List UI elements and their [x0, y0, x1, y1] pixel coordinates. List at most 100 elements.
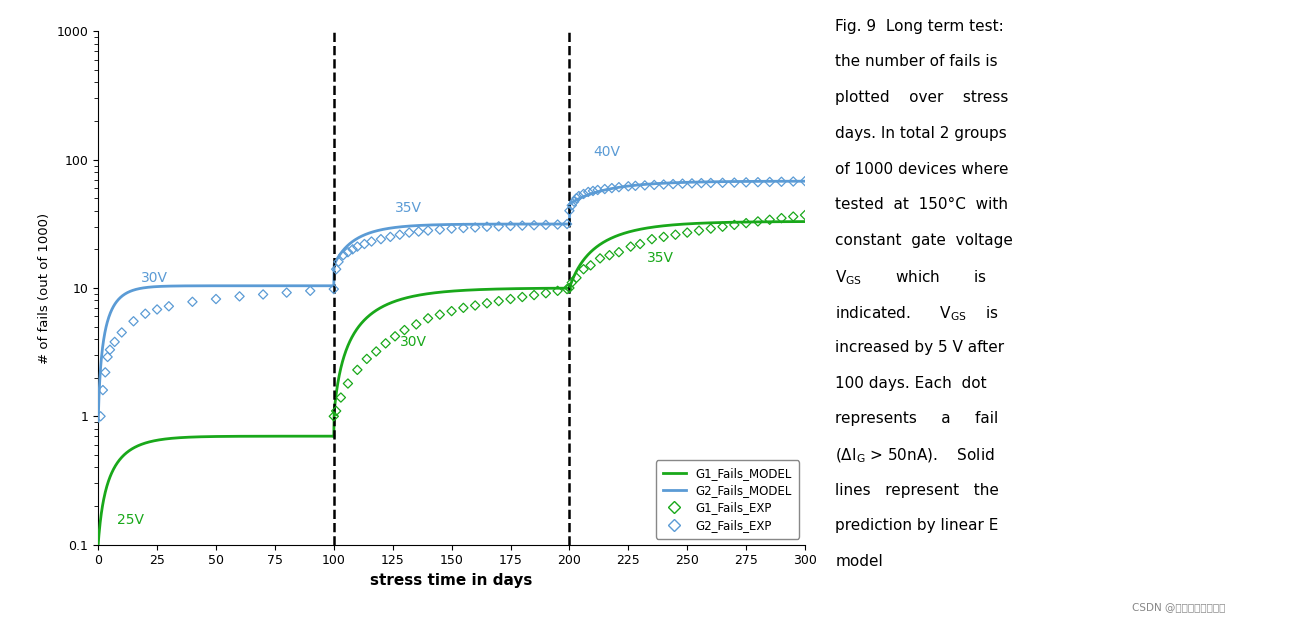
Point	[535, 220, 556, 230]
Text: increased by 5 V after: increased by 5 V after	[835, 340, 1004, 355]
Point	[641, 234, 662, 244]
Point	[568, 191, 589, 201]
Point	[441, 223, 462, 233]
Point	[700, 178, 721, 188]
Text: 100 days. Each  dot: 100 days. Each dot	[835, 376, 987, 391]
Point	[653, 180, 674, 190]
Point	[347, 242, 368, 252]
Point	[672, 178, 692, 188]
Point	[380, 232, 401, 242]
Point	[795, 210, 816, 220]
Point	[580, 260, 601, 270]
Point	[547, 286, 568, 296]
Point	[342, 244, 363, 254]
Point	[556, 284, 577, 294]
Point	[476, 222, 497, 232]
Point	[759, 177, 780, 187]
Point	[123, 316, 144, 326]
Point	[600, 250, 620, 260]
Point	[524, 290, 545, 300]
Point	[429, 225, 450, 235]
Point	[323, 411, 344, 421]
Point	[783, 177, 804, 187]
Point	[588, 185, 609, 195]
Point	[111, 327, 132, 337]
Text: 35V: 35V	[647, 252, 674, 265]
Point	[365, 346, 386, 356]
Point	[609, 182, 630, 192]
Point	[565, 193, 586, 203]
Point	[330, 393, 351, 403]
Point	[562, 278, 583, 288]
Point	[385, 331, 406, 341]
Point	[361, 237, 382, 247]
Point	[158, 301, 179, 311]
Point	[90, 411, 111, 421]
Point	[559, 283, 580, 293]
Point	[94, 367, 115, 377]
Point	[747, 177, 768, 187]
Point	[105, 337, 126, 347]
Point	[712, 222, 733, 232]
Point	[564, 197, 585, 207]
Point	[429, 310, 450, 320]
Point	[323, 284, 344, 294]
Point	[609, 247, 630, 257]
Point	[399, 228, 420, 238]
Point	[300, 286, 321, 296]
Point	[653, 232, 674, 242]
Point	[635, 180, 656, 190]
Text: Fig. 9  Long term test:: Fig. 9 Long term test:	[835, 19, 1004, 34]
Point	[408, 227, 429, 237]
Text: 35V: 35V	[395, 201, 421, 215]
Point	[573, 189, 594, 199]
Point	[465, 222, 486, 232]
Text: V$_{\rm GS}$       which       is: V$_{\rm GS}$ which is	[835, 269, 987, 287]
Point	[524, 220, 545, 230]
Point	[97, 352, 118, 362]
Point	[465, 300, 486, 310]
Point	[338, 247, 359, 257]
Point	[347, 365, 368, 375]
Point	[759, 215, 780, 225]
Point	[689, 225, 709, 235]
Point	[338, 379, 359, 389]
Point	[476, 298, 497, 308]
Point	[441, 306, 462, 316]
Text: 30V: 30V	[140, 271, 168, 285]
Point	[589, 254, 610, 264]
Text: tested  at  150°C  with: tested at 150°C with	[835, 197, 1008, 212]
Point	[147, 304, 168, 314]
Text: 30V: 30V	[399, 335, 427, 349]
Point	[394, 325, 415, 335]
Point	[700, 223, 721, 233]
Point	[547, 220, 568, 230]
Text: 40V: 40V	[593, 145, 620, 159]
Point	[724, 178, 745, 188]
Text: plotted    over    stress: plotted over stress	[835, 90, 1008, 105]
Point	[556, 219, 577, 229]
Point	[662, 179, 683, 189]
Point	[682, 178, 703, 188]
Point	[253, 289, 274, 299]
Point	[182, 297, 203, 307]
Point	[206, 294, 226, 304]
Point	[356, 354, 377, 364]
Point	[583, 186, 603, 196]
Point	[512, 220, 533, 230]
Point	[93, 385, 114, 395]
Point	[276, 287, 297, 297]
Point	[370, 234, 391, 244]
Point	[453, 303, 474, 313]
Point	[488, 222, 509, 232]
Point	[418, 225, 439, 235]
Point	[99, 345, 120, 355]
Point	[601, 183, 622, 193]
Point	[771, 177, 792, 187]
Text: CSDN @幻象空间的十三楼: CSDN @幻象空间的十三楼	[1132, 602, 1225, 612]
Point	[353, 239, 374, 249]
Point	[418, 313, 439, 323]
Point	[747, 217, 768, 227]
Text: ($\Delta$I$_{\rm G}$ > 50nA).    Solid: ($\Delta$I$_{\rm G}$ > 50nA). Solid	[835, 447, 995, 465]
Point	[376, 339, 397, 349]
